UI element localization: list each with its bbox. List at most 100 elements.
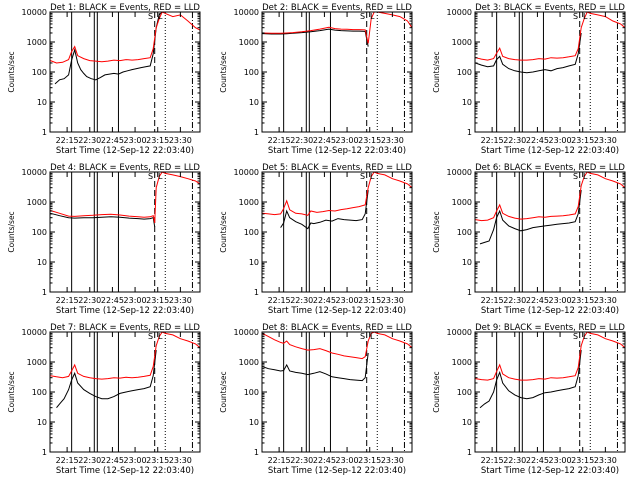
detector-panel-6: 1 10 100 1000 10000 22:15 22:30 22:45 23:00 23:15… (432, 163, 626, 316)
y-tick-label: 10 (249, 98, 259, 107)
x-tick-label: 22:30 (290, 296, 313, 305)
x-tick-label: 23:30 (594, 296, 617, 305)
x-tick-label: 23:00 (336, 296, 359, 305)
x-tick-label: 23:30 (594, 456, 617, 465)
plot-frame (261, 331, 413, 453)
lld-series-line (262, 172, 412, 216)
x-tick-label: 23:15 (358, 136, 381, 145)
x-axis-label: Start Time (12-Sep-12 22:03:40) (268, 146, 406, 156)
y-tick-label: 10000 (447, 8, 472, 17)
y-axis-label: Counts/sec (432, 211, 441, 252)
annotation-label: S (360, 172, 365, 181)
x-tick-label: 22:45 (101, 136, 124, 145)
x-tick-label: 23:30 (381, 296, 404, 305)
y-axis-label: Counts/sec (7, 211, 16, 252)
panel-title: Det 1: BLACK = Events, RED = LLD (50, 3, 200, 13)
annotation-label: S (148, 12, 153, 21)
x-tick-label: 23:00 (549, 136, 572, 145)
annotation-label: S (360, 332, 365, 341)
events-series-line (479, 190, 582, 245)
detector-panel-8: 1 10 100 1000 10000 22:15 22:30 22:45 23:00 23:15… (219, 323, 413, 476)
y-tick-label: 10 (37, 98, 47, 107)
x-tick-label: 22:30 (78, 136, 101, 145)
y-axis-label: Counts/sec (432, 51, 441, 92)
y-tick-label: 100 (244, 388, 259, 397)
x-tick-label: 22:30 (290, 136, 313, 145)
y-tick-label: 1 (467, 288, 472, 297)
y-tick-label: 10 (462, 418, 472, 427)
annotation-label: S (148, 172, 153, 181)
y-tick-label: 10000 (234, 168, 259, 177)
y-tick-label: 10 (462, 258, 472, 267)
y-tick-label: 1000 (452, 198, 472, 207)
x-tick-label: 23:00 (124, 296, 147, 305)
y-tick-label: 1000 (239, 38, 259, 47)
annotation-label: L (370, 332, 375, 341)
y-tick-label: 1 (254, 448, 259, 457)
x-tick-label: 22:30 (290, 456, 313, 465)
lld-series-line (262, 332, 412, 360)
y-tick-label: 1 (42, 448, 47, 457)
x-tick-label: 22:15 (56, 456, 79, 465)
x-axis-label: Start Time (12-Sep-12 22:03:40) (481, 466, 619, 476)
x-tick-label: 22:45 (313, 456, 336, 465)
x-tick-label: 22:15 (56, 136, 79, 145)
y-tick-label: 10000 (22, 8, 47, 17)
events-series-line (262, 28, 369, 47)
series-group (50, 332, 200, 409)
lld-series-line (50, 172, 200, 224)
x-axis-label: Start Time (12-Sep-12 22:03:40) (268, 306, 406, 316)
detector-panel-3: 1 10 100 1000 10000 22:15 22:30 22:45 23:00 23:15… (432, 3, 626, 156)
x-tick-label: 23:00 (549, 456, 572, 465)
x-tick-label: 22:45 (526, 456, 549, 465)
annotation-label: L (583, 12, 588, 21)
events-series-line (54, 12, 163, 85)
y-tick-label: 10000 (22, 168, 47, 177)
detector-panel-9: 1 10 100 1000 10000 22:15 22:30 22:45 23:00 23:15… (432, 323, 626, 476)
annotation-label: L (583, 172, 588, 181)
lld-series-line (50, 332, 200, 380)
x-tick-label: 23:30 (381, 456, 404, 465)
detector-panel-4: 1 10 100 1000 10000 22:15 22:30 22:45 23:00 23:15… (7, 163, 201, 316)
y-tick-label: 10 (249, 418, 259, 427)
x-axis-label: Start Time (12-Sep-12 22:03:40) (56, 466, 194, 476)
y-tick-label: 100 (457, 388, 472, 397)
y-tick-label: 100 (32, 388, 47, 397)
x-tick-label: 23:30 (169, 456, 192, 465)
y-tick-label: 10 (249, 258, 259, 267)
annotation-label: S (148, 332, 153, 341)
marker-lines (496, 12, 618, 132)
y-tick-label: 100 (244, 68, 259, 77)
y-tick-label: 10000 (447, 328, 472, 337)
series-group (50, 12, 200, 85)
y-tick-label: 1 (467, 448, 472, 457)
series-group (475, 12, 625, 74)
lld-series-line (475, 172, 625, 222)
marker-lines (71, 332, 193, 452)
x-tick-label: 22:45 (313, 136, 336, 145)
annotation-label: L (583, 332, 588, 341)
y-axis-label: Counts/sec (219, 211, 228, 252)
y-tick-label: 10000 (234, 8, 259, 17)
x-tick-label: 23:30 (381, 136, 404, 145)
x-tick-label: 23:15 (571, 456, 594, 465)
annotation-label: L (158, 332, 163, 341)
x-tick-label: 22:15 (481, 296, 504, 305)
events-series-line (56, 350, 157, 409)
y-tick-label: 1000 (452, 38, 472, 47)
events-series-line (479, 350, 582, 409)
x-tick-label: 22:45 (313, 296, 336, 305)
marker-lines (71, 12, 193, 132)
series-group (262, 332, 412, 382)
panel-title: Det 6: BLACK = Events, RED = LLD (475, 163, 625, 173)
y-tick-label: 10 (37, 258, 47, 267)
x-tick-label: 22:15 (268, 296, 291, 305)
marker-lines (283, 332, 405, 452)
y-tick-label: 100 (244, 228, 259, 237)
series-group (475, 332, 625, 409)
y-tick-label: 100 (32, 228, 47, 237)
lld-series-line (50, 12, 200, 64)
annotation-label: L (370, 12, 375, 21)
events-series-line (280, 190, 369, 230)
series-group (262, 12, 412, 47)
